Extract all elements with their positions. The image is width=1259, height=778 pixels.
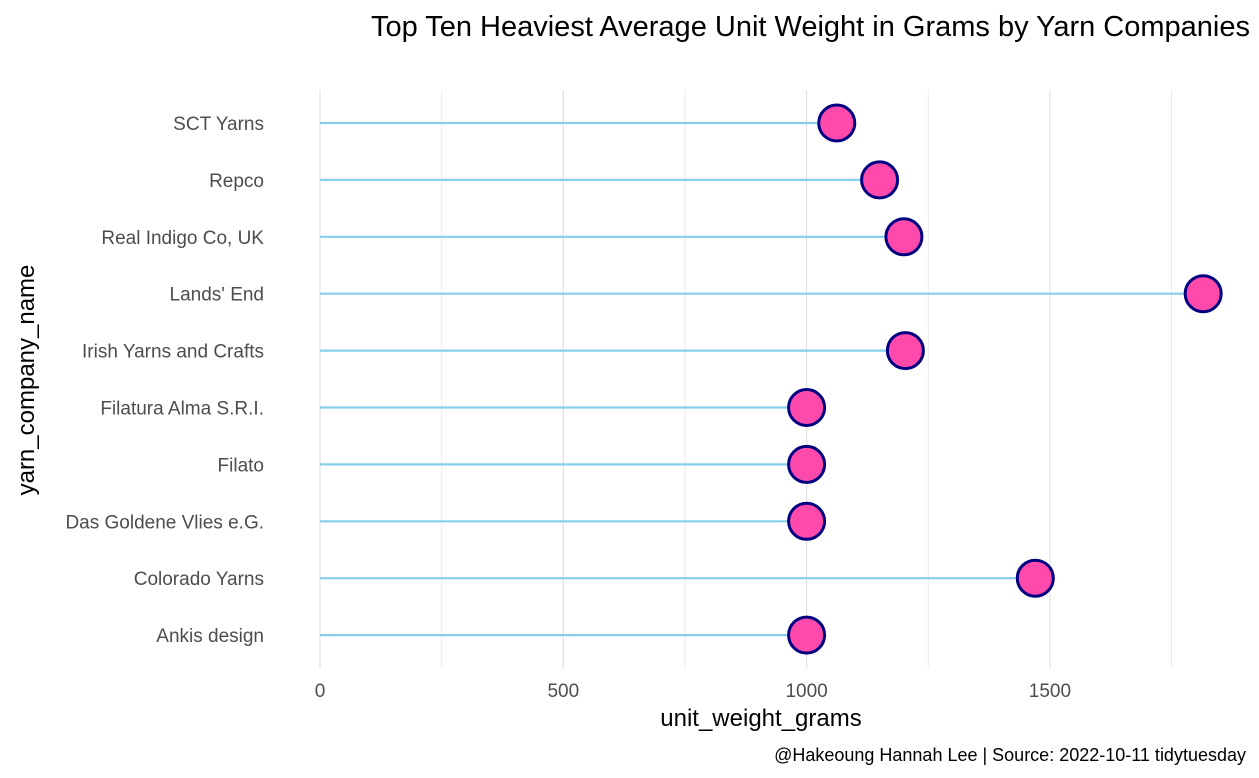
- x-axis-title: unit_weight_grams: [660, 705, 861, 732]
- y-tick-label: Real Indigo Co, UK: [101, 228, 264, 249]
- x-tick-labels: 0 500 1000 1500: [315, 681, 1071, 702]
- x-tick-label: 1500: [1029, 681, 1071, 702]
- lollipop-point: [885, 331, 925, 371]
- lollipop-point: [787, 444, 827, 484]
- x-tick-label: 0: [315, 681, 326, 702]
- y-tick-label: Colorado Yarns: [134, 569, 264, 590]
- y-tick-label: Irish Yarns and Crafts: [82, 342, 264, 363]
- lollipop-point: [884, 217, 924, 257]
- chart-title: Top Ten Heaviest Average Unit Weight in …: [371, 11, 1250, 43]
- y-tick-label: Lands' End: [170, 285, 264, 306]
- y-tick-label: SCT Yarns: [173, 114, 264, 135]
- x-tick-label: 500: [547, 681, 579, 702]
- lollipop-point: [1015, 558, 1055, 598]
- lollipop-point: [787, 615, 827, 655]
- lollipop-point: [787, 501, 827, 541]
- grid-lines: [319, 90, 1173, 668]
- y-tick-label: Repco: [209, 171, 264, 192]
- lollipop-segments: [320, 121, 1204, 637]
- y-tick-labels: SCT Yarns Repco Real Indigo Co, UK Lands' E…: [65, 114, 264, 647]
- lollipop-points: [787, 103, 1223, 655]
- y-tick-label: Das Goldene Vlies e.G.: [65, 512, 264, 533]
- lollipop-point: [817, 103, 857, 143]
- y-tick-label: Filato: [218, 455, 264, 476]
- lollipop-point: [1183, 274, 1223, 314]
- y-tick-label: Filatura Alma S.R.I.: [100, 399, 264, 420]
- lollipop-point: [860, 160, 900, 200]
- lollipop-point: [787, 388, 827, 427]
- chart-caption: @Hakeoung Hannah Lee | Source: 2022-10-1…: [774, 745, 1246, 765]
- x-tick-label: 1000: [785, 681, 827, 702]
- y-tick-label: Ankis design: [156, 626, 264, 647]
- y-axis-title: yarn_company_name: [13, 265, 40, 496]
